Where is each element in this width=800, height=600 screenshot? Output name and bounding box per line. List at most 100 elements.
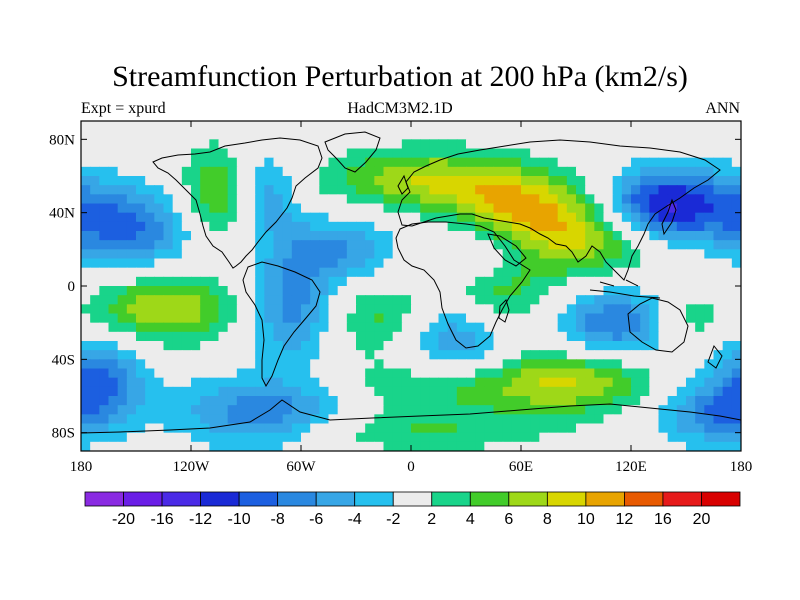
field-cell bbox=[191, 267, 201, 278]
field-cell bbox=[539, 121, 550, 131]
colorbar-label: -2 bbox=[386, 511, 400, 528]
field-cell bbox=[117, 258, 128, 269]
field-cell bbox=[484, 157, 495, 168]
field-cell bbox=[291, 148, 302, 159]
field-cell bbox=[612, 359, 623, 370]
field-cell bbox=[475, 396, 485, 406]
field-cell bbox=[145, 166, 155, 177]
field-cell bbox=[640, 203, 650, 214]
field-cell bbox=[401, 432, 412, 443]
field-cell bbox=[456, 139, 467, 150]
field-cell bbox=[81, 396, 91, 406]
field-cell bbox=[667, 322, 678, 333]
field-cell bbox=[576, 276, 586, 287]
field-cell bbox=[456, 276, 467, 287]
field-cell bbox=[81, 221, 91, 232]
field-cell bbox=[667, 377, 678, 388]
field-cell bbox=[530, 139, 540, 150]
field-cell bbox=[81, 258, 91, 269]
field-cell bbox=[585, 194, 595, 205]
field-cell bbox=[502, 203, 513, 214]
field-cell bbox=[585, 121, 595, 131]
field-cell bbox=[722, 432, 733, 443]
field-cell bbox=[236, 157, 247, 168]
field-cell bbox=[420, 386, 430, 397]
field-cell bbox=[346, 240, 357, 250]
field-cell bbox=[649, 121, 660, 131]
field-cell bbox=[90, 267, 100, 278]
colorbar-swatch bbox=[508, 491, 548, 507]
field-cell bbox=[557, 148, 568, 159]
field-cell bbox=[594, 341, 605, 351]
colorbar-swatch bbox=[431, 491, 471, 507]
field-cell bbox=[145, 130, 155, 140]
field-cell bbox=[108, 396, 119, 406]
field-cell bbox=[548, 396, 559, 406]
field-cell bbox=[621, 194, 632, 205]
field-cell bbox=[200, 231, 210, 241]
field-cell bbox=[676, 441, 687, 451]
field-cell bbox=[337, 368, 348, 379]
field-cell bbox=[365, 350, 375, 360]
field-cell bbox=[136, 176, 146, 186]
field-cell bbox=[383, 441, 394, 451]
field-cell bbox=[90, 139, 100, 150]
field-cell bbox=[621, 341, 632, 351]
field-cell bbox=[218, 414, 229, 425]
field-cell bbox=[475, 295, 485, 305]
field-cell bbox=[676, 414, 687, 425]
field-cell bbox=[695, 350, 705, 360]
field-cell bbox=[649, 258, 660, 269]
field-cell bbox=[557, 377, 568, 388]
field-cell bbox=[612, 212, 623, 223]
field-cell bbox=[631, 377, 641, 388]
field-cell bbox=[310, 295, 320, 305]
field-cell bbox=[291, 166, 302, 177]
field-cell bbox=[594, 276, 605, 287]
field-cell bbox=[126, 231, 137, 241]
field-cell bbox=[136, 414, 146, 425]
field-cell bbox=[145, 286, 155, 296]
field-cell bbox=[255, 276, 265, 287]
field-cell bbox=[264, 231, 275, 241]
field-cell bbox=[365, 377, 375, 388]
field-cell bbox=[392, 377, 403, 388]
field-cell bbox=[438, 286, 449, 296]
field-cell bbox=[667, 396, 678, 406]
field-cell bbox=[200, 313, 210, 324]
field-cell bbox=[264, 350, 275, 360]
field-cell bbox=[640, 166, 650, 177]
field-cell bbox=[255, 441, 265, 451]
field-cell bbox=[126, 267, 137, 278]
field-cell bbox=[209, 148, 220, 159]
field-cell bbox=[548, 414, 559, 425]
field-cell bbox=[475, 258, 485, 269]
field-cell bbox=[310, 231, 320, 241]
field-cell bbox=[603, 295, 614, 305]
field-cell bbox=[301, 267, 311, 278]
field-cell bbox=[658, 405, 669, 415]
field-cell bbox=[429, 221, 440, 232]
field-cell bbox=[172, 414, 183, 425]
field-cell bbox=[273, 350, 284, 360]
field-cell bbox=[420, 441, 430, 451]
field-cell bbox=[255, 258, 265, 269]
field-cell bbox=[346, 276, 357, 287]
field-cell bbox=[420, 295, 430, 305]
field-cell bbox=[374, 396, 385, 406]
field-cell bbox=[631, 221, 641, 232]
field-cell bbox=[502, 258, 513, 269]
field-cell bbox=[631, 322, 641, 333]
field-cell bbox=[576, 350, 586, 360]
field-cell bbox=[246, 221, 256, 232]
field-cell bbox=[484, 405, 495, 415]
field-cell bbox=[603, 341, 614, 351]
field-cell bbox=[374, 203, 385, 214]
field-cell bbox=[667, 441, 678, 451]
field-cell bbox=[539, 258, 550, 269]
field-cell bbox=[172, 121, 183, 131]
field-cell bbox=[246, 359, 256, 370]
field-cell bbox=[227, 368, 238, 379]
field-cell bbox=[621, 240, 632, 250]
field-cell bbox=[99, 176, 110, 186]
